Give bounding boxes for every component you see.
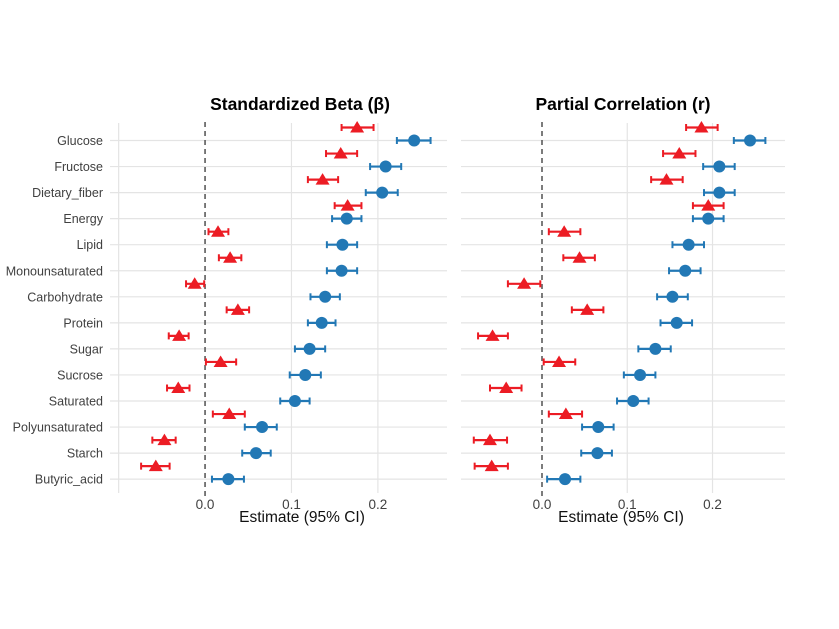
triangle-marker <box>694 121 709 133</box>
triangle-marker <box>350 121 365 133</box>
circle-marker <box>559 473 572 486</box>
x-tick-label: 0.0 <box>196 497 215 512</box>
triangle-marker <box>552 355 567 367</box>
category-label: Protein <box>63 316 103 330</box>
circle-marker <box>592 421 605 434</box>
circle-marker <box>319 290 332 303</box>
circle-marker <box>288 395 301 407</box>
triangle-marker <box>485 329 500 341</box>
triangle-marker <box>517 277 532 289</box>
circle-marker <box>634 368 647 381</box>
circle-marker <box>222 473 235 486</box>
triangle-marker <box>499 381 514 393</box>
circle-marker <box>702 212 715 225</box>
circle-marker <box>303 342 316 355</box>
category-label: Glucose <box>57 134 103 148</box>
triangle-marker <box>482 433 497 446</box>
triangle-marker <box>315 173 330 185</box>
x-tick-label: 0.1 <box>618 497 637 512</box>
circle-marker <box>335 264 348 277</box>
category-label: Butyric_acid <box>35 473 103 487</box>
circle-marker <box>666 290 679 303</box>
triangle-marker <box>213 355 228 367</box>
category-label: Starch <box>67 447 103 461</box>
x-tick-label: 0.0 <box>533 497 552 512</box>
circle-marker <box>376 186 389 199</box>
triangle-marker <box>223 251 238 263</box>
category-label: Sugar <box>70 342 103 356</box>
left-x-axis-title: Estimate (95% CI) <box>239 509 365 526</box>
circle-marker <box>744 134 757 147</box>
category-label: Monounsaturated <box>6 264 103 278</box>
circle-marker <box>649 342 662 355</box>
circle-marker <box>679 264 692 277</box>
circle-marker <box>250 447 263 460</box>
triangle-marker <box>558 407 573 420</box>
category-label: Energy <box>63 212 103 226</box>
triangle-marker <box>572 251 587 263</box>
circle-marker <box>299 368 312 381</box>
left-panel-title: Standardized Beta (β) <box>210 94 390 114</box>
circle-marker <box>670 316 683 329</box>
triangle-marker <box>672 147 687 159</box>
category-label: Fructose <box>54 160 103 174</box>
circle-marker <box>340 212 353 225</box>
circle-marker <box>408 134 421 147</box>
triangle-marker <box>484 459 499 472</box>
triangle-marker <box>333 147 348 159</box>
category-label: Saturated <box>49 395 103 409</box>
triangle-marker <box>340 199 355 211</box>
circle-marker <box>591 447 604 460</box>
triangle-marker <box>701 199 716 211</box>
category-label: Sucrose <box>57 368 103 382</box>
triangle-marker <box>187 277 202 289</box>
triangle-marker <box>230 303 245 315</box>
right-panel-title: Partial Correlation (r) <box>535 94 711 114</box>
triangle-marker <box>157 433 172 446</box>
right-x-axis-title: Estimate (95% CI) <box>558 509 684 526</box>
triangle-marker <box>659 173 674 185</box>
category-label: Carbohydrate <box>27 290 103 304</box>
x-tick-label: 0.2 <box>368 497 387 512</box>
circle-marker <box>713 186 726 199</box>
x-tick-label: 0.2 <box>703 497 722 512</box>
category-label: Polyunsaturated <box>13 421 103 435</box>
category-label: Dietary_fiber <box>32 186 103 200</box>
category-label: Lipid <box>77 238 103 252</box>
triangle-marker <box>557 225 572 237</box>
circle-marker <box>627 395 640 407</box>
circle-marker <box>336 238 349 251</box>
triangle-marker <box>172 329 187 341</box>
triangle-marker <box>222 407 237 420</box>
circle-marker <box>682 238 695 251</box>
circle-marker <box>256 421 269 434</box>
circle-marker <box>713 160 726 173</box>
circle-marker <box>379 160 392 173</box>
triangle-marker <box>171 381 186 393</box>
triangle-marker <box>211 225 226 237</box>
circle-marker <box>315 316 328 329</box>
triangle-marker <box>580 303 595 315</box>
triangle-marker <box>148 459 163 472</box>
x-tick-label: 0.1 <box>282 497 301 512</box>
